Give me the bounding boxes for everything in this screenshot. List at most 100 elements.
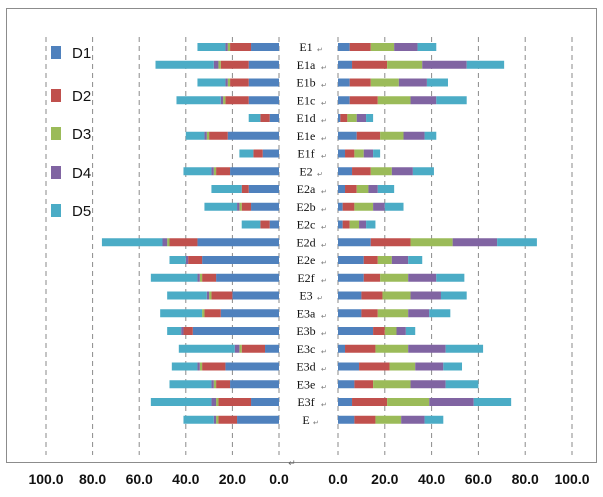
bar-right-D2-E (354, 415, 376, 424)
bar-right-D1-E2d (338, 238, 371, 247)
bar-right-D3-E (375, 415, 402, 424)
bar-left-D5-E1c (176, 96, 221, 105)
bar-left-D5-E3 (167, 291, 207, 300)
bar-right-D5-E3f (473, 398, 512, 406)
bar-left-D5-E1d (248, 114, 261, 122)
bar-left-D3-E (216, 415, 219, 424)
bar-right-D3-E1c (377, 96, 411, 105)
category-label-E3c: E3c (297, 342, 316, 356)
bar-right-D3-E1 (370, 43, 395, 51)
bar-right-D4-E1a (422, 60, 467, 69)
bar-right-D2-E1c (349, 96, 378, 105)
bar-right-D1-E3b (338, 327, 374, 335)
bar-left-D1-E2f (216, 273, 279, 282)
bar-left-D3-E3d (199, 362, 203, 371)
bar-right-D3-E1f (354, 149, 364, 158)
bar-left-D5-E2e (169, 256, 186, 264)
bar-right-D3-E2d (410, 238, 453, 247)
legend-label-D5: D5 (72, 203, 91, 220)
legend-label-D4: D4 (72, 165, 91, 182)
bar-right-D4-E1c (410, 96, 437, 105)
category-label-E2b: E2b (296, 200, 315, 214)
bar-right-D2-E1f (345, 149, 355, 158)
bar-right-D3-E3 (382, 291, 411, 300)
bar-left-D2-E2f (202, 273, 217, 282)
bar-left-D2-E3b (183, 327, 193, 335)
bar-left-D3-E2 (213, 167, 217, 176)
paragraph-mark-icon: ↵ (317, 47, 323, 54)
bar-right-D3-E3f (387, 398, 430, 406)
category-label-E3a: E3a (297, 306, 316, 320)
legend-swatch-D4 (51, 166, 61, 179)
bar-left-D1-E3f (251, 398, 279, 406)
bar-right-D2-E3b (373, 327, 385, 335)
bar-left-D4-E (213, 415, 217, 424)
left-axis-tick-label: 80.0 (79, 471, 106, 487)
paragraph-mark-icon: ↵ (321, 331, 327, 338)
bar-right-D1-E2b (338, 202, 343, 211)
bar-left-D1-E3b (192, 327, 279, 335)
bar-left-D3-E2b (239, 202, 242, 211)
category-label-E1d: E1d (296, 111, 315, 125)
bar-right-D2-E3 (361, 291, 383, 300)
category-label-E3b: E3b (296, 324, 315, 338)
paragraph-mark-icon: ↵ (321, 154, 327, 161)
bar-right-D5-E2b (384, 202, 404, 211)
bar-left-D1-E3a (220, 309, 279, 318)
left-axis-tick-label: 20.0 (219, 471, 246, 487)
paragraph-mark-icon: ↵ (288, 458, 296, 468)
bar-right-D5-E (424, 415, 444, 424)
bar-left-D1-E2 (230, 167, 279, 176)
bar-left-D5-E2d (101, 238, 163, 247)
bar-left-D2-E3d (202, 362, 226, 371)
category-label-E2: E2 (299, 164, 312, 178)
bar-right-D4-E2e (391, 256, 409, 264)
category-label-E1e: E1e (297, 129, 316, 143)
paragraph-mark-icon: ↵ (321, 313, 327, 320)
bar-left-D5-E3d (171, 362, 198, 371)
bar-right-D3-E2c (349, 220, 360, 229)
left-axis-tick-label: 0.0 (269, 471, 289, 487)
paragraph-mark-icon: ↵ (321, 83, 327, 90)
paragraph-mark-icon: ↵ (321, 349, 327, 356)
paragraph-mark-icon: ↵ (321, 367, 327, 374)
bar-right-D5-E1d (366, 114, 374, 122)
bar-left-D1-E2b (251, 202, 279, 211)
bar-right-D2-E3d (359, 362, 390, 371)
bar-right-D2-E2 (352, 167, 371, 176)
bar-left-D2-E1 (230, 43, 252, 51)
bar-left-D4-E3d (197, 362, 200, 371)
bar-right-D3-E2a (356, 185, 369, 193)
right-axis-tick-label: 20.0 (371, 471, 398, 487)
bar-left-D1-E2e (202, 256, 279, 264)
bar-right-D4-E3d (415, 362, 444, 371)
bar-left-D5-E3a (160, 309, 203, 318)
bar-right-D3-E3c (375, 344, 409, 353)
category-label-E1: E1 (299, 40, 312, 54)
bar-right-D4-E2f (408, 273, 437, 282)
bar-right-D3-E2b (354, 202, 374, 211)
bar-left-D1-E2d (197, 238, 279, 247)
bar-right-D4-E2b (373, 202, 385, 211)
bar-left-D5-E1a (155, 60, 214, 69)
bar-right-D1-E3d (338, 362, 360, 371)
bar-right-D2-E3a (361, 309, 378, 318)
bar-left-D2-E1c (225, 96, 249, 105)
bar-left-D5-E1f (239, 149, 254, 158)
bar-right-D5-E3a (429, 309, 451, 318)
bar-left-D1-E3c (265, 344, 279, 353)
category-label-E3d: E3d (296, 360, 315, 374)
bar-right-D3-E1a (387, 60, 423, 69)
bar-right-D4-E (401, 415, 425, 424)
bar-left-D1-E1e (227, 131, 279, 140)
legend-swatch-D3 (51, 127, 61, 140)
bar-right-D5-E2d (497, 238, 537, 247)
bar-left-D2-E3 (211, 291, 233, 300)
bar-left-D2-E1e (209, 131, 228, 140)
paragraph-mark-icon: ↵ (321, 402, 327, 409)
bar-right-D4-E1e (403, 131, 425, 140)
bar-left-D3-E2d (167, 238, 170, 247)
bar-right-D1-E2 (338, 167, 353, 176)
bar-left-D2-E1d (260, 114, 270, 122)
paragraph-mark-icon: ↵ (317, 296, 323, 303)
